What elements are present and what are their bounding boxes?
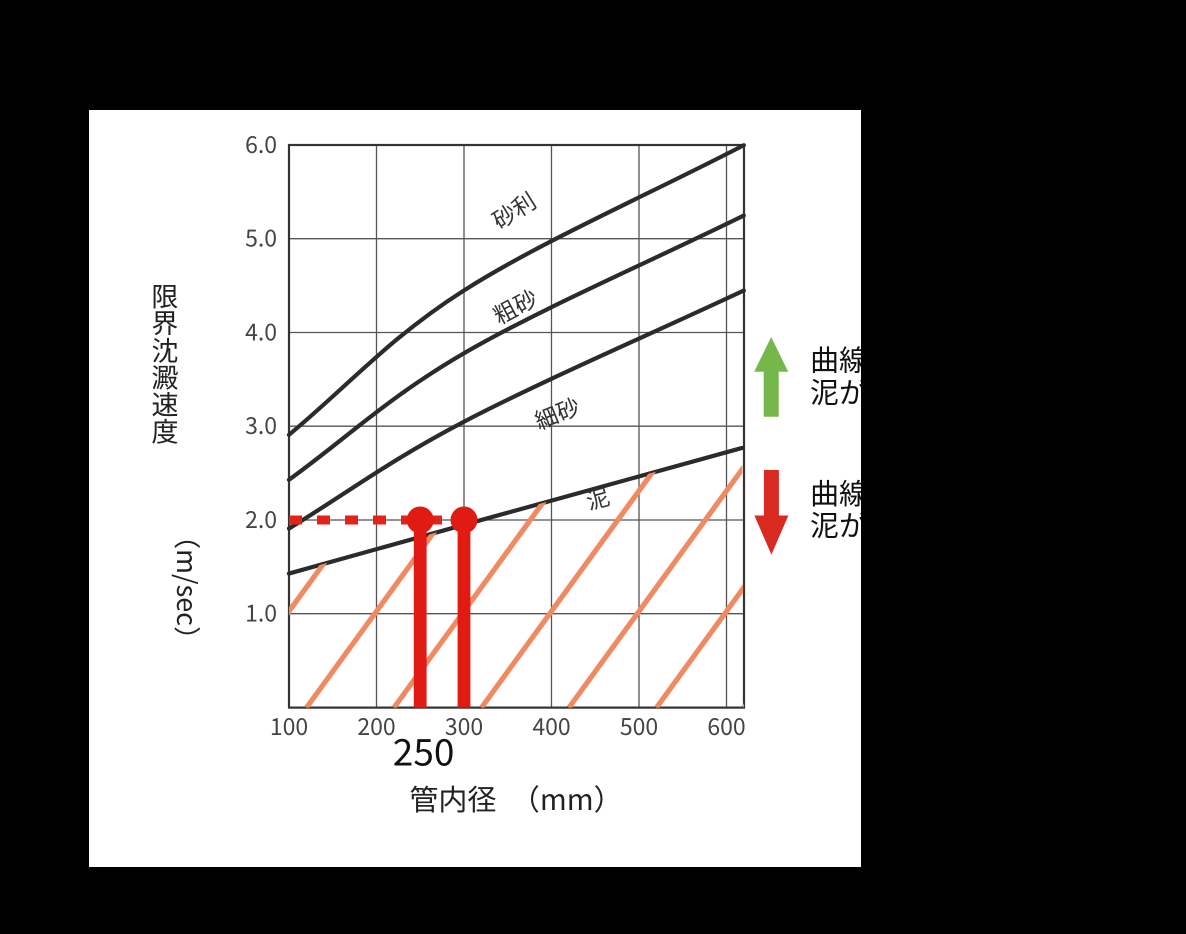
svg-text:6.0: 6.0: [245, 126, 277, 160]
svg-text:400: 400: [532, 708, 570, 742]
svg-text:泥が: 泥が: [810, 370, 861, 412]
svg-text:100: 100: [270, 708, 308, 742]
svg-text:200: 200: [357, 708, 395, 742]
svg-text:3.0: 3.0: [245, 407, 277, 441]
svg-text:1.0: 1.0: [245, 595, 277, 629]
svg-text:5.0: 5.0: [245, 220, 277, 254]
svg-text:2.0: 2.0: [245, 501, 277, 535]
svg-text:粗砂: 粗砂: [486, 280, 543, 332]
svg-text:管内径 （mm）: 管内径 （mm）: [409, 777, 622, 819]
svg-text:4.0: 4.0: [245, 314, 277, 348]
svg-text:泥が: 泥が: [810, 503, 861, 545]
svg-text:500: 500: [620, 708, 658, 742]
svg-text:細砂: 細砂: [529, 388, 584, 437]
svg-text:250: 250: [393, 722, 455, 776]
svg-text:（m/sec）: （m/sec）: [169, 522, 208, 653]
svg-text:限界沈澱速度: 限界沈澱速度: [146, 282, 185, 444]
svg-text:砂利: 砂利: [485, 183, 542, 236]
svg-text:600: 600: [707, 708, 745, 742]
